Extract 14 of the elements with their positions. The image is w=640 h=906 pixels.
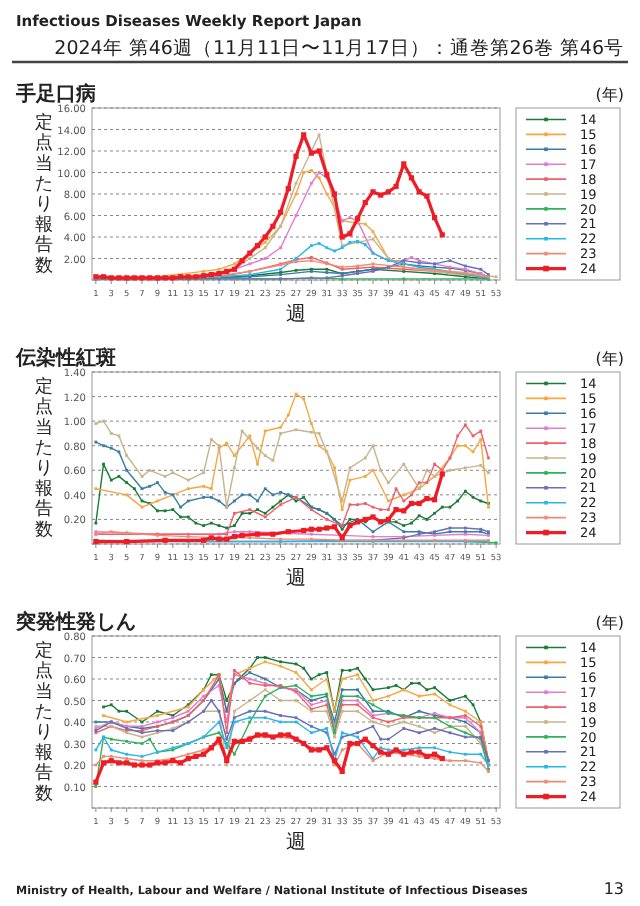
- y-axis-title: 定点当たり報告数: [35, 375, 53, 541]
- legend-title: (年): [595, 350, 624, 368]
- legend-title: (年): [595, 86, 624, 104]
- text: 2024年 第46週（11月11日〜11月17日）：通巻第26巻 第46号: [54, 36, 624, 60]
- x-axis-title: 週: [286, 832, 306, 854]
- y-axis-title: 定点当たり報告数: [35, 639, 53, 805]
- text: 13: [603, 880, 624, 898]
- legend-title: (年): [595, 614, 624, 632]
- chart-title: 手足口病: [14, 82, 96, 106]
- y-axis-title: 定点当たり報告数: [35, 111, 53, 277]
- chart-title: 突発性発しん: [14, 610, 136, 634]
- x-axis-title: 週: [286, 304, 306, 326]
- x-axis-title: 週: [286, 568, 306, 590]
- chart-title: 伝染性紅斑: [14, 346, 116, 370]
